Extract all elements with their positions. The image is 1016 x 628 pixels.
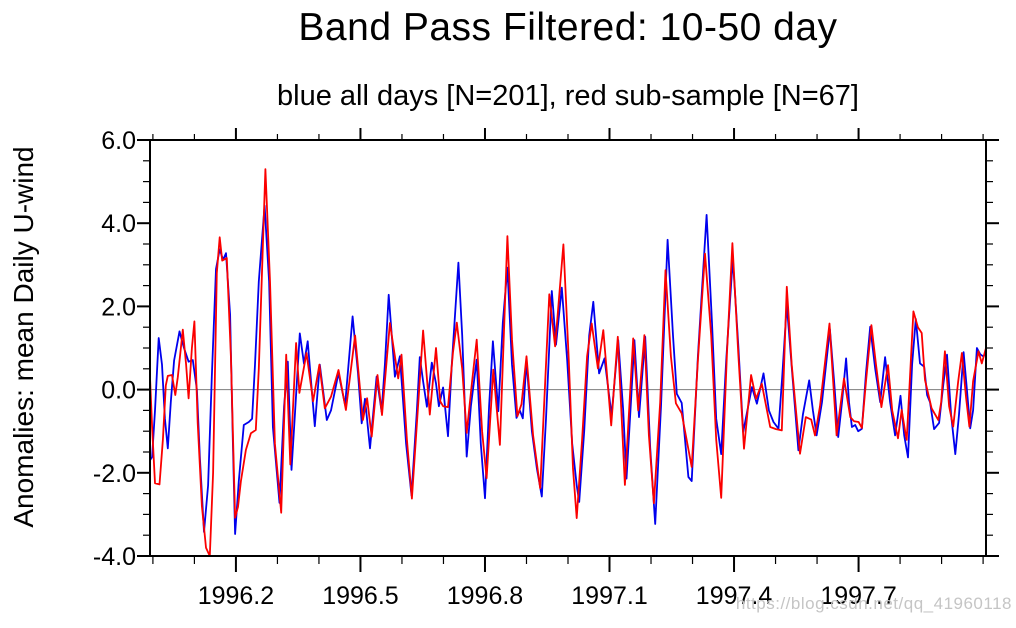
y-tick-label: -2.0 <box>93 460 136 488</box>
y-tick-label: 2.0 <box>101 293 136 321</box>
x-tick-label: 1997.4 <box>696 582 773 610</box>
series-line-blue <box>150 204 986 535</box>
x-tick-label: 1996.8 <box>447 582 523 610</box>
chart-subtitle: blue all days [N=201], red sub-sample [N… <box>277 80 859 112</box>
x-tick-label: 1996.5 <box>322 582 398 610</box>
x-tick-label: 1996.2 <box>198 582 274 610</box>
y-tick-label: 0.0 <box>101 377 136 405</box>
y-tick-label: 4.0 <box>101 210 136 238</box>
chart-title: Band Pass Filtered: 10-50 day <box>298 6 838 49</box>
y-tick-label: -4.0 <box>93 543 136 571</box>
x-tick-label: 1997.1 <box>571 582 647 610</box>
x-tick-label: 1997.7 <box>820 582 896 610</box>
watermark-url: https://blog.csdn.net/qq_41960118 <box>735 594 1012 613</box>
y-tick-label: 6.0 <box>101 127 136 155</box>
series-line-red <box>150 168 986 556</box>
